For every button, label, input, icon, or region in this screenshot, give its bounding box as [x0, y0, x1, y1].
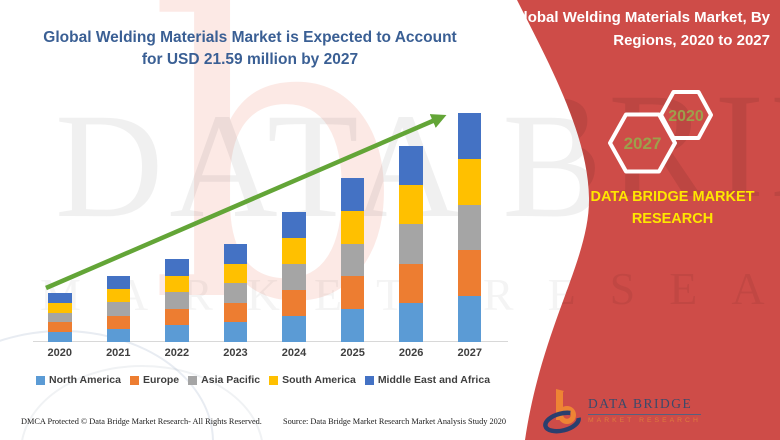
bar-segment-north-america: [223, 322, 248, 342]
bar-segment-south-america: [48, 302, 72, 313]
legend-item-europe: Europe: [129, 374, 180, 386]
bar-segment-north-america: [340, 309, 365, 342]
bar-segment-asia-pacific: [457, 204, 482, 251]
brand-logo-icon: [543, 389, 581, 434]
chart-title-line1: Global Welding Materials Market is Expec…: [43, 29, 457, 46]
right-panel-title-line2: Regions, 2020 to 2027: [613, 31, 770, 49]
right-panel-title: Global Welding Materials Market, By Regi…: [490, 7, 770, 52]
x-axis-label-2021: 2021: [106, 347, 131, 359]
x-axis-label-2027: 2027: [457, 347, 482, 359]
dmca-notice: DMCA Protected © Data Bridge Market Rese…: [21, 417, 262, 426]
legend-swatch-icon: [188, 375, 198, 385]
chart-title-line2: for USD 21.59 million by 2027: [141, 50, 359, 68]
bar-segment-asia-pacific: [48, 312, 72, 323]
x-axis-label-2020: 2020: [47, 347, 72, 359]
bar-segment-north-america: [399, 302, 423, 342]
bar-segment-south-america: [457, 158, 482, 205]
legend-item-south-america: South America: [269, 374, 356, 386]
brand-logo-subtitle: MARKET RESEARCH: [588, 417, 701, 424]
bar-segment-europe: [106, 315, 131, 329]
brand-wordmark: DATA BRIDGE MARKET RESEARCH: [575, 186, 770, 231]
legend-swatch-icon: [364, 375, 374, 385]
legend-swatch-icon: [269, 375, 279, 385]
legend-item-north-america: North America: [36, 374, 121, 386]
bar-segment-middle-east-and-africa: [457, 113, 482, 159]
bar-segment-middle-east-and-africa: [48, 293, 72, 303]
bar-segment-europe: [223, 302, 248, 323]
brand-logo-text: DATA BRIDGE MARKET RESEARCH: [588, 396, 701, 424]
chart-title: Global Welding Materials Market is Expec…: [30, 27, 470, 70]
bar-2027: [457, 113, 482, 342]
bar-segment-asia-pacific: [106, 302, 131, 316]
legend-label: North America: [49, 374, 121, 386]
hexagon-2027-year: 2027: [624, 134, 662, 153]
legend-label: Europe: [142, 374, 180, 386]
bar-segment-europe: [165, 308, 189, 326]
hexagon-2020-year: 2020: [668, 108, 704, 125]
bar-segment-north-america: [457, 296, 482, 342]
bar-segment-asia-pacific: [165, 292, 189, 309]
chart-legend: North America Europe Asia Pacific South Ame…: [36, 374, 490, 386]
brand-logo-name: DATA BRIDGE: [588, 396, 701, 415]
bar-segment-north-america: [106, 328, 131, 342]
red-panel-shape: [517, 0, 780, 440]
legend-swatch-icon: [129, 375, 139, 385]
hexagon-2027-icon: [608, 112, 677, 174]
legend-item-middle-east-and-africa: Middle East and Africa: [364, 374, 491, 386]
bar-segment-europe: [282, 290, 306, 316]
bar-segment-north-america: [282, 316, 306, 342]
legend-label: Middle East and Africa: [377, 374, 491, 386]
watermark-small-text-on-red: MARKET RESEARCH: [40, 263, 780, 314]
x-axis-line: [33, 341, 508, 342]
x-axis-label-2024: 2024: [281, 347, 307, 359]
legend-label: Asia Pacific: [201, 374, 261, 386]
bar-segment-europe: [457, 250, 482, 297]
bar-segment-south-america: [106, 289, 131, 303]
x-axis-label-2026: 2026: [398, 347, 424, 359]
right-panel-title-line1: Global Welding Materials Market, By: [511, 9, 770, 26]
bar-segment-north-america: [48, 332, 72, 342]
source-note: Source: Data Bridge Market Research Mark…: [283, 417, 507, 426]
x-axis-label-2022: 2022: [164, 347, 190, 359]
legend-item-asia-pacific: Asia Pacific: [188, 374, 260, 386]
bar-segment-europe: [48, 322, 72, 333]
brand-line1: DATA BRIDGE MARKET: [590, 189, 755, 205]
legend-swatch-icon: [36, 375, 45, 385]
bar-segment-north-america: [165, 325, 189, 342]
x-axis-label-2025: 2025: [340, 347, 365, 359]
legend-label: South America: [282, 374, 356, 386]
year-hexagons: 2020 2027: [608, 90, 713, 174]
x-axis-label-2023: 2023: [223, 347, 248, 359]
bar-2020: [48, 293, 72, 342]
brand-line2: RESEARCH: [631, 211, 714, 228]
brand-logo: DATA BRIDGE MARKET RESEARCH: [543, 386, 701, 434]
